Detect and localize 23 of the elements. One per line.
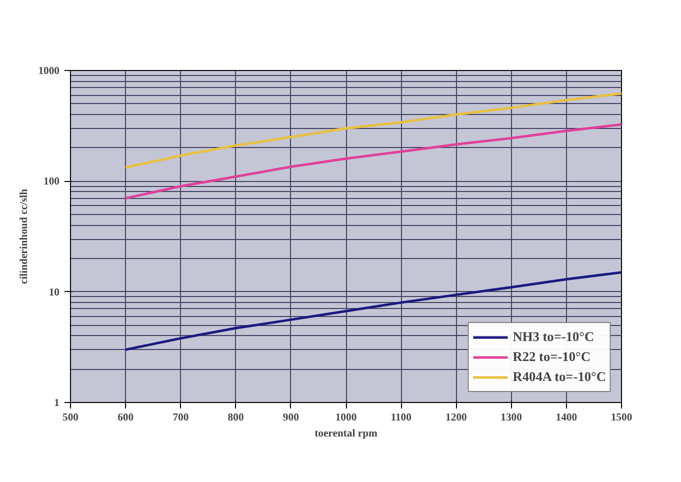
x-tick-label: 1400 bbox=[556, 412, 578, 424]
x-tick-label: 1000 bbox=[335, 412, 357, 424]
y-tick-label: 100 bbox=[44, 176, 60, 188]
line-series bbox=[124, 271, 622, 351]
y-tick-label: 1 bbox=[54, 398, 60, 409]
x-tick-label: 1300 bbox=[500, 412, 522, 424]
line-series bbox=[124, 92, 622, 169]
x-tick-label: 600 bbox=[118, 412, 134, 424]
x-tick-label: 500 bbox=[62, 412, 78, 424]
y-axis-title: cilinderinhoud cc/slh bbox=[19, 188, 30, 284]
legend-label: R22 to=-10°C bbox=[512, 349, 590, 365]
legend-label: R404A to=-10°C bbox=[512, 369, 606, 385]
x-axis-title: toerental rpm bbox=[314, 428, 378, 440]
x-tick-label: 800 bbox=[228, 412, 244, 424]
x-tick-label: 1200 bbox=[446, 412, 467, 424]
y-tick-label: 1000 bbox=[38, 66, 60, 77]
line-series bbox=[124, 123, 622, 200]
x-tick-label: 1100 bbox=[390, 412, 412, 424]
y-tick-label: 10 bbox=[48, 287, 60, 298]
x-tick-label: 700 bbox=[172, 412, 189, 424]
legend-label: NH3 to=-10°C bbox=[512, 329, 594, 345]
x-tick-label: 900 bbox=[282, 412, 299, 424]
x-tick-label: 1500 bbox=[610, 412, 632, 424]
